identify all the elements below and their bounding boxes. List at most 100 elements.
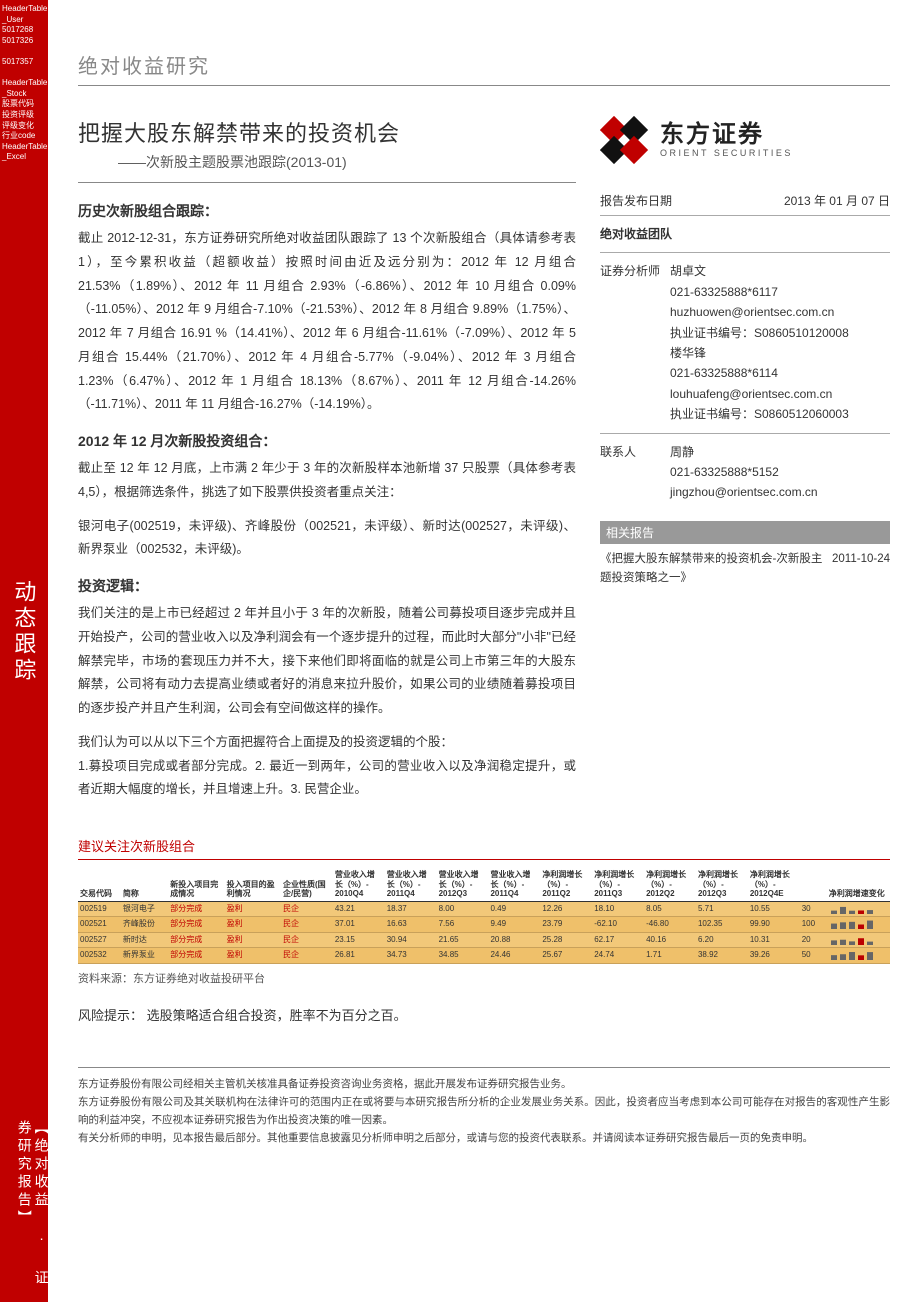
analyst-email: louhuafeng@orientsec.com.cn — [600, 384, 890, 404]
table-cell: 23.15 — [333, 932, 385, 948]
sidebar-tag: HeaderTable — [2, 78, 46, 88]
table-cell: 7.56 — [437, 917, 489, 933]
table-header: 营业收入增长（%）- 2012Q3 — [437, 868, 489, 901]
table-cell: 30 — [800, 901, 827, 917]
table-cell: 民企 — [281, 932, 333, 948]
section2-body1: 截止至 12 年 12 月底，上市满 2 年少于 3 年的次新股样本池新增 37… — [78, 457, 576, 505]
table-cell: 16.63 — [385, 917, 437, 933]
table-header: 企业性质(国企/民营) — [281, 868, 333, 901]
table-cell: 8.00 — [437, 901, 489, 917]
table-cell: 部分完成 — [168, 917, 224, 933]
related-report-title: 《把握大股东解禁带来的投资机会-次新股主题投资策略之一》 — [600, 550, 824, 589]
table-header: 交易代码 — [78, 868, 121, 901]
publish-date-row: 报告发布日期 2013 年 01 月 07 日 — [600, 186, 890, 216]
sidebar-tag: 5017268 — [2, 25, 46, 35]
risk-text: 选股策略适合组合投资，胜率不为百分之百。 — [147, 1008, 407, 1023]
report-subtitle: ——次新股主题股票池跟踪(2013-01) — [78, 152, 576, 183]
table-header: 营业收入增长（%）- 2011Q4 — [385, 868, 437, 901]
date-label: 报告发布日期 — [600, 192, 672, 209]
brand-name-en: ORIENT SECURITIES — [660, 147, 793, 160]
analyst-license: 执业证书编号：S0860510120008 — [600, 323, 890, 343]
table-cell — [827, 932, 890, 948]
sidebar-tag: 股票代码 — [2, 99, 46, 109]
left-red-sidebar: HeaderTable_User50172685017326 5017357 H… — [0, 0, 48, 1302]
section1-body: 截止 2012-12-31，东方证券研究所绝对收益团队跟踪了 13 个次新股组合… — [78, 227, 576, 417]
table-cell: 齐峰股份 — [121, 917, 168, 933]
table-cell: 银河电子 — [121, 901, 168, 917]
table-cell: 12.26 — [540, 901, 592, 917]
section3-body1: 我们关注的是上市已经超过 2 年并且小于 3 年的次新股，随着公司募投项目逐步完… — [78, 602, 576, 721]
sidebar-tag: _User — [2, 15, 46, 25]
table-cell — [827, 901, 890, 917]
table-cell: 民企 — [281, 948, 333, 964]
table-cell: 43.21 — [333, 901, 385, 917]
table-cell: 18.37 — [385, 901, 437, 917]
analyst-label: 证券分析师 — [600, 261, 670, 281]
table-cell: 34.73 — [385, 948, 437, 964]
sidebar-vertical-title: 动态跟踪 — [10, 580, 36, 684]
table-row: 002527新时达部分完成盈利民企23.1530.9421.6520.8825.… — [78, 932, 890, 948]
table-cell: -46.80 — [644, 917, 696, 933]
table-header: 投入项目的盈利情况 — [225, 868, 281, 901]
table-cell: 37.01 — [333, 917, 385, 933]
sparkline-icon — [829, 919, 877, 929]
analyst-name: 楼华锋 — [600, 343, 890, 363]
section2-heading: 2012 年 12 月次新股投资组合： — [78, 431, 576, 451]
contact-email: jingzhou@orientsec.com.cn — [600, 482, 890, 502]
report-title: 把握大股东解禁带来的投资机会 — [78, 116, 576, 148]
table-cell: 新时达 — [121, 932, 168, 948]
table-cell: 10.31 — [748, 932, 800, 948]
table-cell: 25.28 — [540, 932, 592, 948]
sidebar-tag: 5017357 — [2, 57, 46, 67]
table-header: 净利润增长（%）- 2012Q3 — [696, 868, 748, 901]
table-cell: 50 — [800, 948, 827, 964]
contact-name: 周静 — [670, 445, 694, 459]
sidebar-tag: 5017326 — [2, 36, 46, 46]
table-header: 简称 — [121, 868, 168, 901]
section3-heading: 投资逻辑： — [78, 576, 576, 596]
table-cell: 39.26 — [748, 948, 800, 964]
table-cell: 99.90 — [748, 917, 800, 933]
table-cell: 0.49 — [488, 901, 540, 917]
analyst-name: 胡卓文 — [670, 264, 706, 278]
table-cell: 002532 — [78, 948, 121, 964]
section3-body2: 我们认为可以从以下三个方面把握符合上面提及的投资逻辑的个股： 1.募投项目完成或… — [78, 731, 576, 802]
sidebar-tag — [2, 68, 46, 78]
recommend-table-title: 建议关注次新股组合 — [78, 836, 890, 860]
section2-body2: 银河电子(002519，未评级)、齐峰股份（002521，未评级）、新时达(00… — [78, 515, 576, 563]
table-cell: 5.71 — [696, 901, 748, 917]
footer-line2: 东方证券股份有限公司及其关联机构在法律许可的范围内正在或将要与本研究报告所分析的… — [78, 1094, 890, 1130]
table-cell: 38.92 — [696, 948, 748, 964]
sidebar-vertical-subtitle: 【绝对收益 · 证券研究报告】 — [16, 1120, 50, 1302]
table-cell: 23.79 — [540, 917, 592, 933]
team-name: 绝对收益团队 — [600, 216, 890, 253]
table-cell: 20 — [800, 932, 827, 948]
sparkline-icon — [829, 935, 877, 945]
date-value: 2013 年 01 月 07 日 — [784, 192, 890, 209]
table-row: 002519银河电子部分完成盈利民企43.2118.378.000.4912.2… — [78, 901, 890, 917]
category-heading: 绝对收益研究 — [78, 50, 890, 86]
sidebar-tag — [2, 46, 46, 56]
related-reports-heading: 相关报告 — [600, 521, 890, 544]
table-header: 营业收入增长（%）- 2010Q4 — [333, 868, 385, 901]
sidebar-tag: 评级变化 — [2, 121, 46, 131]
analyst-email: huzhuowen@orientsec.com.cn — [600, 302, 890, 322]
table-cell: 1.71 — [644, 948, 696, 964]
table-cell: -62.10 — [592, 917, 644, 933]
table-cell: 18.10 — [592, 901, 644, 917]
table-cell: 部分完成 — [168, 901, 224, 917]
sparkline-icon — [829, 950, 877, 960]
table-cell: 9.49 — [488, 917, 540, 933]
footer-line3: 有关分析师的申明，见本报告最后部分。其他重要信息披露见分析师申明之后部分，或请与… — [78, 1130, 890, 1148]
table-cell: 002521 — [78, 917, 121, 933]
table-header: 新投入项目完成情况 — [168, 868, 224, 901]
table-cell: 002519 — [78, 901, 121, 917]
table-header — [800, 868, 827, 901]
table-cell: 盈利 — [225, 948, 281, 964]
table-cell: 6.20 — [696, 932, 748, 948]
table-header: 净利润增长（%）- 2012Q2 — [644, 868, 696, 901]
table-header: 净利润增速变化 — [827, 868, 890, 901]
table-cell: 002527 — [78, 932, 121, 948]
table-cell: 部分完成 — [168, 948, 224, 964]
table-header: 净利润增长（%）- 2012Q4E — [748, 868, 800, 901]
